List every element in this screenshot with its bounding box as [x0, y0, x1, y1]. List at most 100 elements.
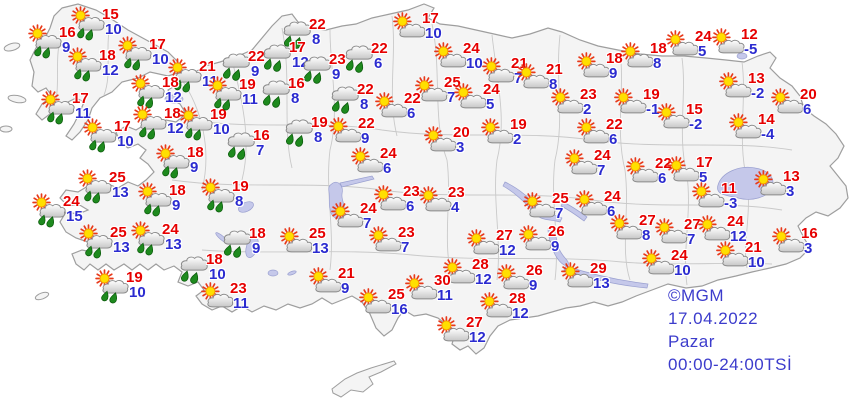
- temp-low: 9: [529, 277, 538, 294]
- weather-point: 24 5: [664, 29, 712, 60]
- temp-high: 25: [388, 286, 405, 303]
- weather-point: 22 6: [373, 91, 421, 122]
- temp-low: 7: [256, 142, 265, 159]
- sun-cloud-icon: [612, 88, 646, 118]
- temp-pair: 22 8: [309, 17, 326, 47]
- sun-cloud-rain-icon: [41, 92, 75, 122]
- weather-point: 21 9: [307, 266, 355, 297]
- temp-pair: 19 10: [210, 107, 230, 137]
- weather-point: 14 -4: [727, 112, 775, 143]
- temp-low: 10: [129, 284, 146, 301]
- temp-pair: 17 5: [696, 155, 713, 185]
- temp-low: 3: [456, 139, 465, 156]
- temp-high: 25: [109, 169, 126, 186]
- weather-point: 23 9: [298, 52, 346, 83]
- sun-cloud-icon: [432, 42, 466, 72]
- weather-point: 17 11: [41, 92, 91, 122]
- weather-point: 23 6: [372, 184, 420, 215]
- temp-pair: 24 7: [594, 148, 611, 178]
- weather-point: 21 8: [515, 62, 563, 93]
- temp-high: 21: [745, 239, 762, 256]
- temp-pair: 24 13: [162, 222, 182, 252]
- caption-date: 17.04.2022: [668, 309, 759, 328]
- weather-point: 22 6: [575, 117, 623, 148]
- sun-cloud-icon: [367, 226, 401, 256]
- temp-high: 24: [380, 145, 397, 162]
- temp-high: 25: [552, 190, 569, 207]
- sun-cloud-rain-icon: [28, 26, 62, 56]
- sun-cloud-icon: [665, 156, 699, 186]
- region-thrace: [29, 3, 182, 141]
- temp-pair: 18 12: [164, 106, 184, 136]
- sun-cloud-icon: [608, 214, 642, 244]
- weather-point: 27 7: [653, 217, 701, 248]
- temp-high: 24: [162, 221, 179, 238]
- temp-low: 2: [583, 101, 592, 118]
- weather-point: 19 -1: [612, 87, 660, 118]
- temp-pair: 21 10: [745, 240, 765, 270]
- sun-cloud-icon: [717, 72, 751, 102]
- temp-pair: 24 12: [727, 214, 747, 244]
- cloud-rain-icon: [257, 77, 291, 107]
- temp-low: 12: [469, 329, 486, 346]
- temp-low: 7: [401, 239, 410, 256]
- weather-point: 18 8: [619, 41, 667, 72]
- temp-low: 15: [66, 208, 83, 225]
- weather-point: 23 7: [367, 225, 415, 256]
- temp-high: 29: [590, 260, 607, 277]
- temp-high: 13: [783, 168, 800, 185]
- sun-cloud-icon: [521, 192, 555, 222]
- sun-cloud-rain-icon: [168, 60, 202, 90]
- temp-low: 12: [167, 120, 184, 137]
- temp-high: 24: [594, 147, 611, 164]
- sun-cloud-icon: [465, 229, 499, 259]
- temp-low: -1: [646, 101, 660, 118]
- temp-high: 19: [232, 178, 249, 195]
- temp-low: 12: [292, 54, 309, 71]
- temp-pair: 22 6: [606, 117, 623, 147]
- temp-high: 18: [249, 225, 266, 242]
- temp-pair: 15 -2: [686, 102, 703, 132]
- sun-cloud-icon: [391, 12, 425, 42]
- temp-pair: 29 13: [590, 261, 610, 291]
- sun-cloud-rain-icon: [131, 223, 165, 253]
- sun-cloud-icon: [710, 28, 744, 58]
- temp-pair: 13 3: [783, 169, 800, 199]
- temp-high: 23: [448, 184, 465, 201]
- temp-high: 26: [548, 223, 565, 240]
- weather-point: 24 5: [452, 81, 500, 113]
- temp-pair: 13 -2: [748, 71, 765, 101]
- temp-pair: 24 10: [463, 41, 483, 71]
- temp-high: 24: [483, 81, 500, 98]
- weather-point: 16 9: [28, 26, 76, 56]
- weather-point: 21 11: [168, 60, 218, 90]
- weather-point: 18 9: [156, 146, 204, 176]
- temp-pair: 26 9: [548, 224, 565, 254]
- temp-pair: 24 15: [63, 194, 83, 224]
- island-cyprus: [331, 360, 397, 398]
- temp-high: 18: [164, 105, 181, 122]
- temp-pair: 19 2: [510, 117, 527, 147]
- weather-point: 19 2: [479, 117, 527, 148]
- temp-pair: 22 9: [358, 116, 375, 146]
- temp-low: 10: [117, 133, 134, 150]
- temp-pair: 11 -3: [721, 181, 737, 211]
- temp-high: 22: [655, 155, 672, 172]
- temp-low: 10: [748, 254, 765, 271]
- weather-point: 25 16: [357, 287, 408, 318]
- cloud-rain-icon: [278, 18, 312, 48]
- sun-cloud-icon: [372, 185, 406, 215]
- temp-low: 9: [341, 280, 350, 297]
- temp-low: 13: [312, 240, 329, 257]
- temp-low: 10: [425, 25, 442, 42]
- sun-cloud-icon: [349, 147, 383, 177]
- temp-pair: 25 16: [388, 287, 408, 317]
- temp-pair: 23 6: [403, 184, 420, 214]
- temp-high: 23: [580, 86, 597, 103]
- temp-low: 8: [549, 76, 558, 93]
- sun-cloud-rain-icon: [156, 146, 190, 176]
- cloud-rain-icon: [340, 42, 374, 72]
- temp-pair: 28 12: [472, 257, 492, 287]
- temp-low: 5: [699, 169, 708, 186]
- temp-pair: 21 8: [546, 62, 563, 92]
